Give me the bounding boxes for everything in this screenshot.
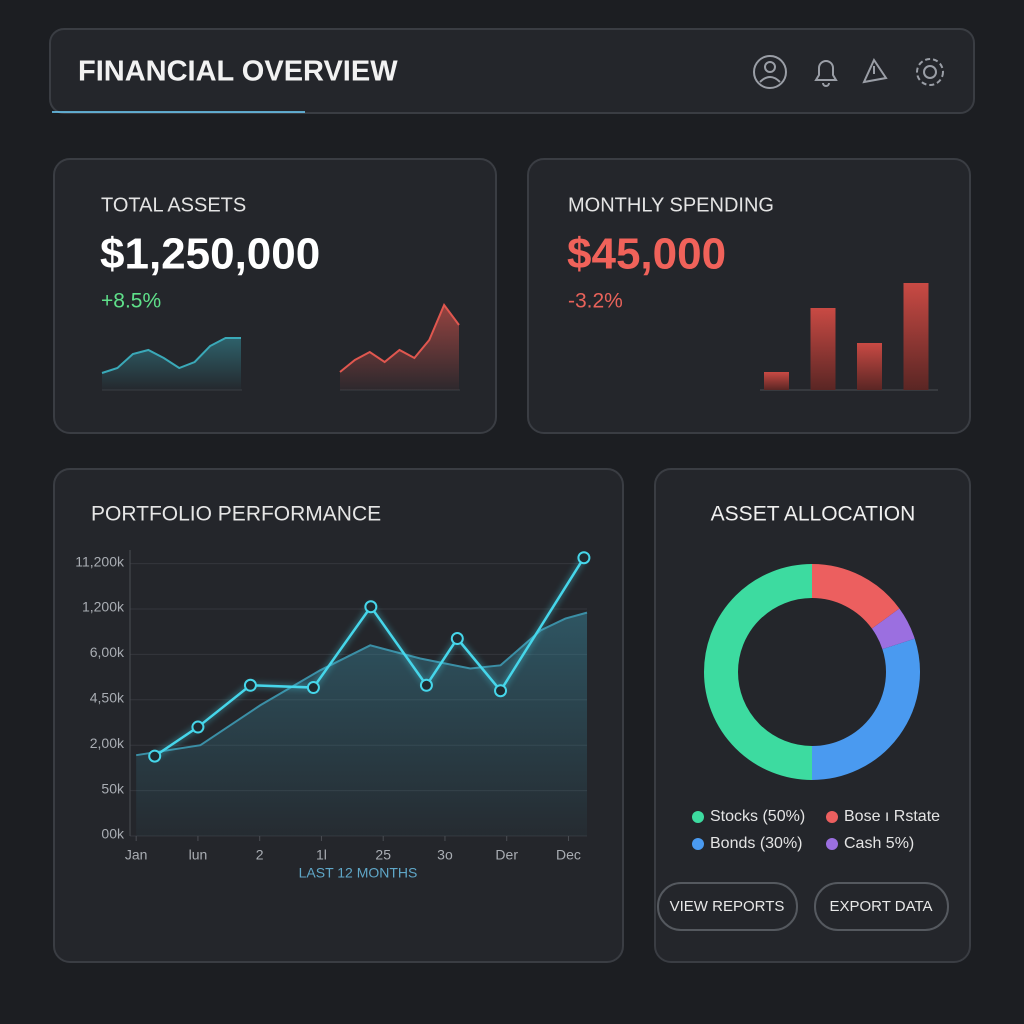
donut-segment bbox=[811, 564, 900, 630]
x-tick-label: 25 bbox=[375, 847, 391, 863]
y-tick-label: 11,200k bbox=[75, 553, 125, 569]
point bbox=[364, 600, 378, 614]
x-axis-label: LAST 12 MONTHS bbox=[299, 865, 418, 881]
point bbox=[450, 632, 464, 646]
donut-segment bbox=[871, 608, 915, 650]
legend-swatch bbox=[692, 811, 704, 823]
point bbox=[419, 678, 433, 692]
settings-icon[interactable] bbox=[916, 58, 944, 86]
area-line bbox=[136, 611, 588, 757]
sparkline bbox=[101, 337, 241, 374]
x-tick-label: 2 bbox=[256, 847, 264, 863]
legend-label: Cash 5%) bbox=[844, 835, 914, 852]
x-tick-label: 1l bbox=[316, 847, 327, 863]
spending-value: $45,000 bbox=[567, 230, 726, 279]
point bbox=[306, 681, 320, 695]
point bbox=[494, 684, 508, 698]
y-tick-label: 00k bbox=[101, 826, 125, 842]
bar bbox=[903, 283, 929, 390]
bar bbox=[810, 308, 836, 390]
view-reports-button[interactable] bbox=[657, 882, 798, 931]
legend-swatch bbox=[826, 838, 838, 850]
x-tick-label: 3o bbox=[437, 847, 453, 863]
spending-label: MONTHLY SPENDING bbox=[568, 194, 774, 216]
sparkline bbox=[339, 303, 460, 373]
assets-value: $1,250,000 bbox=[100, 230, 320, 279]
bar bbox=[857, 343, 882, 390]
profile-icon[interactable] bbox=[753, 55, 787, 89]
x-tick-label: lun bbox=[189, 847, 208, 863]
legend-label: Bose ı Rstate bbox=[844, 808, 940, 825]
header-title: FINANCIAL OVERVIEW bbox=[78, 56, 398, 88]
bar bbox=[764, 372, 789, 390]
legend-label: Stocks (50%) bbox=[710, 808, 805, 825]
sparkline-area bbox=[340, 305, 459, 390]
allocation-title: ASSET ALLOCATION bbox=[711, 503, 916, 526]
y-tick-label: 6,00k bbox=[90, 644, 125, 660]
allocation-card bbox=[654, 468, 971, 963]
y-tick-label: 50k bbox=[101, 780, 125, 796]
export-data-button[interactable] bbox=[814, 882, 949, 931]
y-tick-label: 2,00k bbox=[90, 735, 125, 751]
x-tick-label: Jan bbox=[125, 847, 148, 863]
assets-label: TOTAL ASSETS bbox=[101, 194, 246, 216]
assets-change: +8.5% bbox=[101, 290, 161, 313]
point bbox=[577, 551, 591, 565]
view-reports-label[interactable]: VIEW REPORTS bbox=[670, 898, 785, 915]
donut-segment bbox=[704, 564, 813, 780]
x-tick-label: Dec bbox=[556, 847, 581, 863]
y-tick-label: 4,50k bbox=[90, 690, 125, 706]
donut-segment bbox=[811, 638, 920, 780]
legend-swatch bbox=[826, 811, 838, 823]
spending-change: -3.2% bbox=[568, 290, 623, 313]
x-tick-label: Der bbox=[495, 847, 518, 863]
header-bar bbox=[49, 28, 975, 114]
legend-label: Bonds (30%) bbox=[710, 835, 803, 852]
alert-icon[interactable] bbox=[862, 57, 888, 84]
legend-swatch bbox=[692, 838, 704, 850]
y-tick-label: 1,200k bbox=[82, 599, 125, 615]
portfolio-title: PORTFOLIO PERFORMANCE bbox=[91, 503, 381, 526]
point bbox=[148, 749, 162, 763]
point bbox=[191, 720, 205, 734]
point bbox=[243, 678, 257, 692]
notification-icon[interactable] bbox=[814, 60, 838, 87]
export-data-label[interactable]: EXPORT DATA bbox=[829, 898, 932, 915]
